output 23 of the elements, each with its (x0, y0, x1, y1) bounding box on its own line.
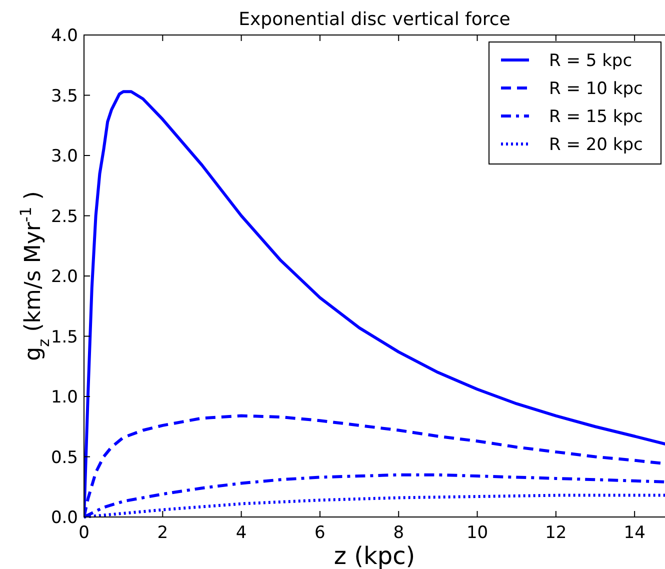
x-tick-label: 2 (157, 523, 168, 543)
chart-title: Exponential disc vertical force (238, 9, 510, 30)
y-tick-label: 2.0 (50, 267, 78, 287)
y-tick-label: 3.0 (50, 146, 78, 166)
x-tick-label: 12 (545, 523, 567, 543)
y-tick-label: 1.5 (50, 327, 78, 348)
legend-label: R = 15 kpc (549, 107, 643, 127)
legend-label: R = 10 kpc (549, 79, 643, 99)
y-tick-label: 1.0 (50, 388, 78, 408)
y-tick-label: 3.5 (50, 86, 78, 106)
y-tick-label: 0.0 (50, 508, 78, 528)
y-tick-label: 2.5 (50, 206, 78, 227)
x-axis-title: z (kpc) (334, 542, 416, 569)
x-tick-label: 14 (624, 523, 646, 543)
x-tick-label: 4 (236, 523, 247, 543)
legend-label: R = 5 kpc (549, 51, 632, 71)
x-tick-label: 6 (314, 523, 326, 543)
y-tick-label: 0.5 (50, 448, 78, 468)
x-tick-label: 8 (393, 523, 404, 543)
x-tick-label: 0 (78, 523, 90, 543)
legend-label: R = 20 kpc (549, 135, 643, 155)
y-tick-label: 4.0 (50, 26, 78, 46)
x-tick-label: 10 (466, 523, 488, 543)
